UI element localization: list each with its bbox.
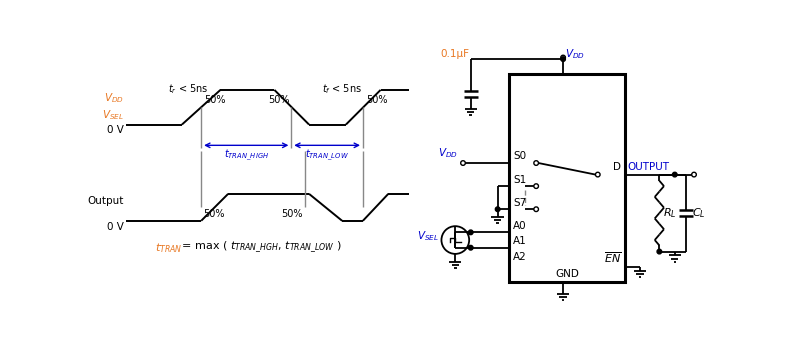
Text: A1: A1 [513, 236, 527, 246]
Text: $t_f$ < 5ns: $t_f$ < 5ns [322, 82, 362, 96]
Circle shape [534, 184, 538, 189]
Text: S7: S7 [513, 198, 527, 208]
Text: Output: Output [88, 196, 125, 206]
Text: $R_L$: $R_L$ [663, 206, 676, 220]
Circle shape [534, 161, 538, 165]
Text: $t_r$ < 5ns: $t_r$ < 5ns [167, 82, 208, 96]
Text: 0 V: 0 V [107, 222, 125, 232]
Text: 50%: 50% [268, 95, 289, 105]
Text: $V_{DD}$: $V_{DD}$ [565, 48, 584, 61]
Text: A2: A2 [513, 252, 527, 262]
Circle shape [496, 207, 500, 211]
Text: D: D [613, 162, 621, 172]
Text: $\overline{EN}$: $\overline{EN}$ [603, 250, 621, 265]
Circle shape [561, 57, 565, 62]
Text: GND: GND [555, 269, 579, 278]
Text: S1: S1 [513, 175, 527, 185]
Text: $t_{TRAN\_HIGH}$: $t_{TRAN\_HIGH}$ [224, 148, 269, 163]
Text: $t_{TRAN\_LOW}$: $t_{TRAN\_LOW}$ [305, 148, 349, 163]
Text: $V_{SEL}$: $V_{SEL}$ [102, 108, 125, 122]
Circle shape [657, 249, 661, 254]
Circle shape [561, 55, 565, 60]
Text: $V_{DD}$: $V_{DD}$ [438, 146, 458, 160]
Circle shape [469, 230, 473, 235]
Text: $t_{TRAN}$: $t_{TRAN}$ [155, 241, 182, 255]
Circle shape [469, 245, 473, 250]
Text: 50%: 50% [282, 209, 303, 219]
Bar [509, 75, 625, 282]
Circle shape [672, 172, 677, 177]
Text: 50%: 50% [205, 95, 226, 105]
Text: = max ( $t_{TRAN\_HGH}$, $t_{TRAN\_LOW}$ ): = max ( $t_{TRAN\_HGH}$, $t_{TRAN\_LOW}$… [178, 240, 342, 256]
Text: OUTPUT: OUTPUT [627, 162, 669, 172]
Text: A0: A0 [513, 221, 527, 231]
Text: S0: S0 [513, 151, 527, 162]
Circle shape [596, 172, 600, 177]
Circle shape [534, 207, 538, 211]
Text: 50%: 50% [366, 95, 388, 105]
Text: $C_L$: $C_L$ [692, 206, 706, 220]
Text: 0 V: 0 V [107, 125, 125, 135]
Text: 50%: 50% [204, 209, 225, 219]
Text: 0.1μF: 0.1μF [440, 50, 469, 59]
Circle shape [461, 161, 465, 165]
Text: $V_{SEL}$: $V_{SEL}$ [417, 229, 439, 243]
Circle shape [691, 172, 696, 177]
Text: $V_{DD}$: $V_{DD}$ [105, 91, 125, 105]
